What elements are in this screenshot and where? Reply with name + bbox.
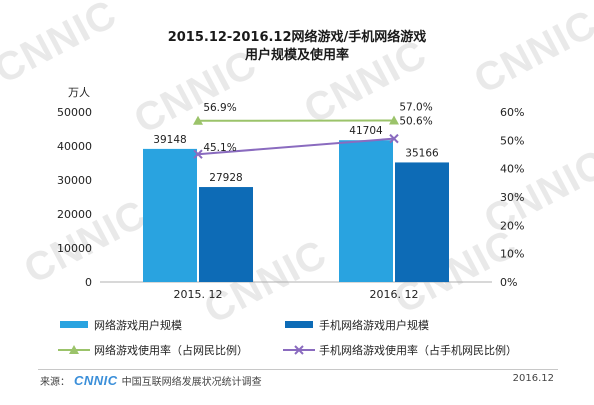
line-marker	[193, 115, 203, 125]
legend-marker	[69, 345, 79, 354]
y-right-tick-label: 10%	[500, 248, 524, 261]
line-marker	[389, 133, 399, 144]
series-line	[197, 137, 395, 156]
legend-label: 手机网络游戏用户规模	[319, 318, 429, 332]
y-right-tick-label: 50%	[500, 134, 524, 147]
bar-data-label: 27928	[209, 172, 242, 184]
bar	[339, 140, 393, 282]
line-data-label: 45.1%	[203, 142, 236, 154]
y-left-tick-label: 10000	[57, 242, 92, 255]
line-marker	[193, 149, 203, 159]
legend-label: 网络游戏使用率（占网民比例）	[94, 343, 248, 357]
chart-title: 2015.12-2016.12网络游戏/手机网络游戏	[167, 30, 427, 45]
legend-swatch	[60, 321, 88, 328]
bar-data-label: 39148	[153, 134, 186, 146]
bar	[395, 162, 449, 282]
bar	[199, 187, 253, 282]
y-axis-unit-label: 万人	[68, 86, 90, 99]
bar-data-label: 41704	[349, 125, 383, 137]
legend-label: 手机网络游戏使用率（占手机网民比例）	[319, 343, 517, 357]
legend-swatch	[285, 321, 313, 328]
y-right-tick-label: 60%	[500, 106, 524, 119]
line-data-label: 50.6%	[399, 116, 432, 128]
bar-data-label: 35166	[405, 147, 439, 159]
line-data-label: 56.9%	[203, 102, 236, 114]
line-marker	[389, 115, 399, 125]
line-data-label: 57.0%	[399, 102, 432, 114]
chart-subtitle: 用户规模及使用率	[244, 48, 349, 63]
y-right-tick-label: 40%	[500, 163, 524, 176]
cnnic-logo: CNNIC	[74, 373, 118, 388]
footer-date: 2016.12	[512, 373, 554, 384]
source-org: 中国互联网络发展状况统计调查	[121, 377, 262, 388]
y-left-tick-label: 20000	[57, 208, 92, 221]
y-right-tick-label: 20%	[500, 219, 524, 232]
y-right-tick-label: 30%	[500, 191, 524, 204]
bar	[143, 148, 197, 282]
legend-label: 网络游戏用户规模	[94, 318, 182, 332]
x-tick-label: 2016. 12	[370, 288, 419, 301]
source-prefix: 来源：	[40, 377, 70, 388]
footer-source: 来源： CNNIC 中国互联网络发展状况统计调查	[40, 373, 262, 388]
legend-marker	[294, 345, 304, 355]
y-left-tick-label: 0	[85, 276, 92, 289]
y-right-tick-label: 0%	[500, 276, 517, 289]
y-left-tick-label: 50000	[57, 106, 92, 119]
x-tick-label: 2015. 12	[174, 288, 223, 301]
y-left-tick-label: 30000	[57, 174, 92, 187]
footer-divider	[38, 369, 558, 370]
y-left-tick-label: 40000	[57, 140, 92, 153]
